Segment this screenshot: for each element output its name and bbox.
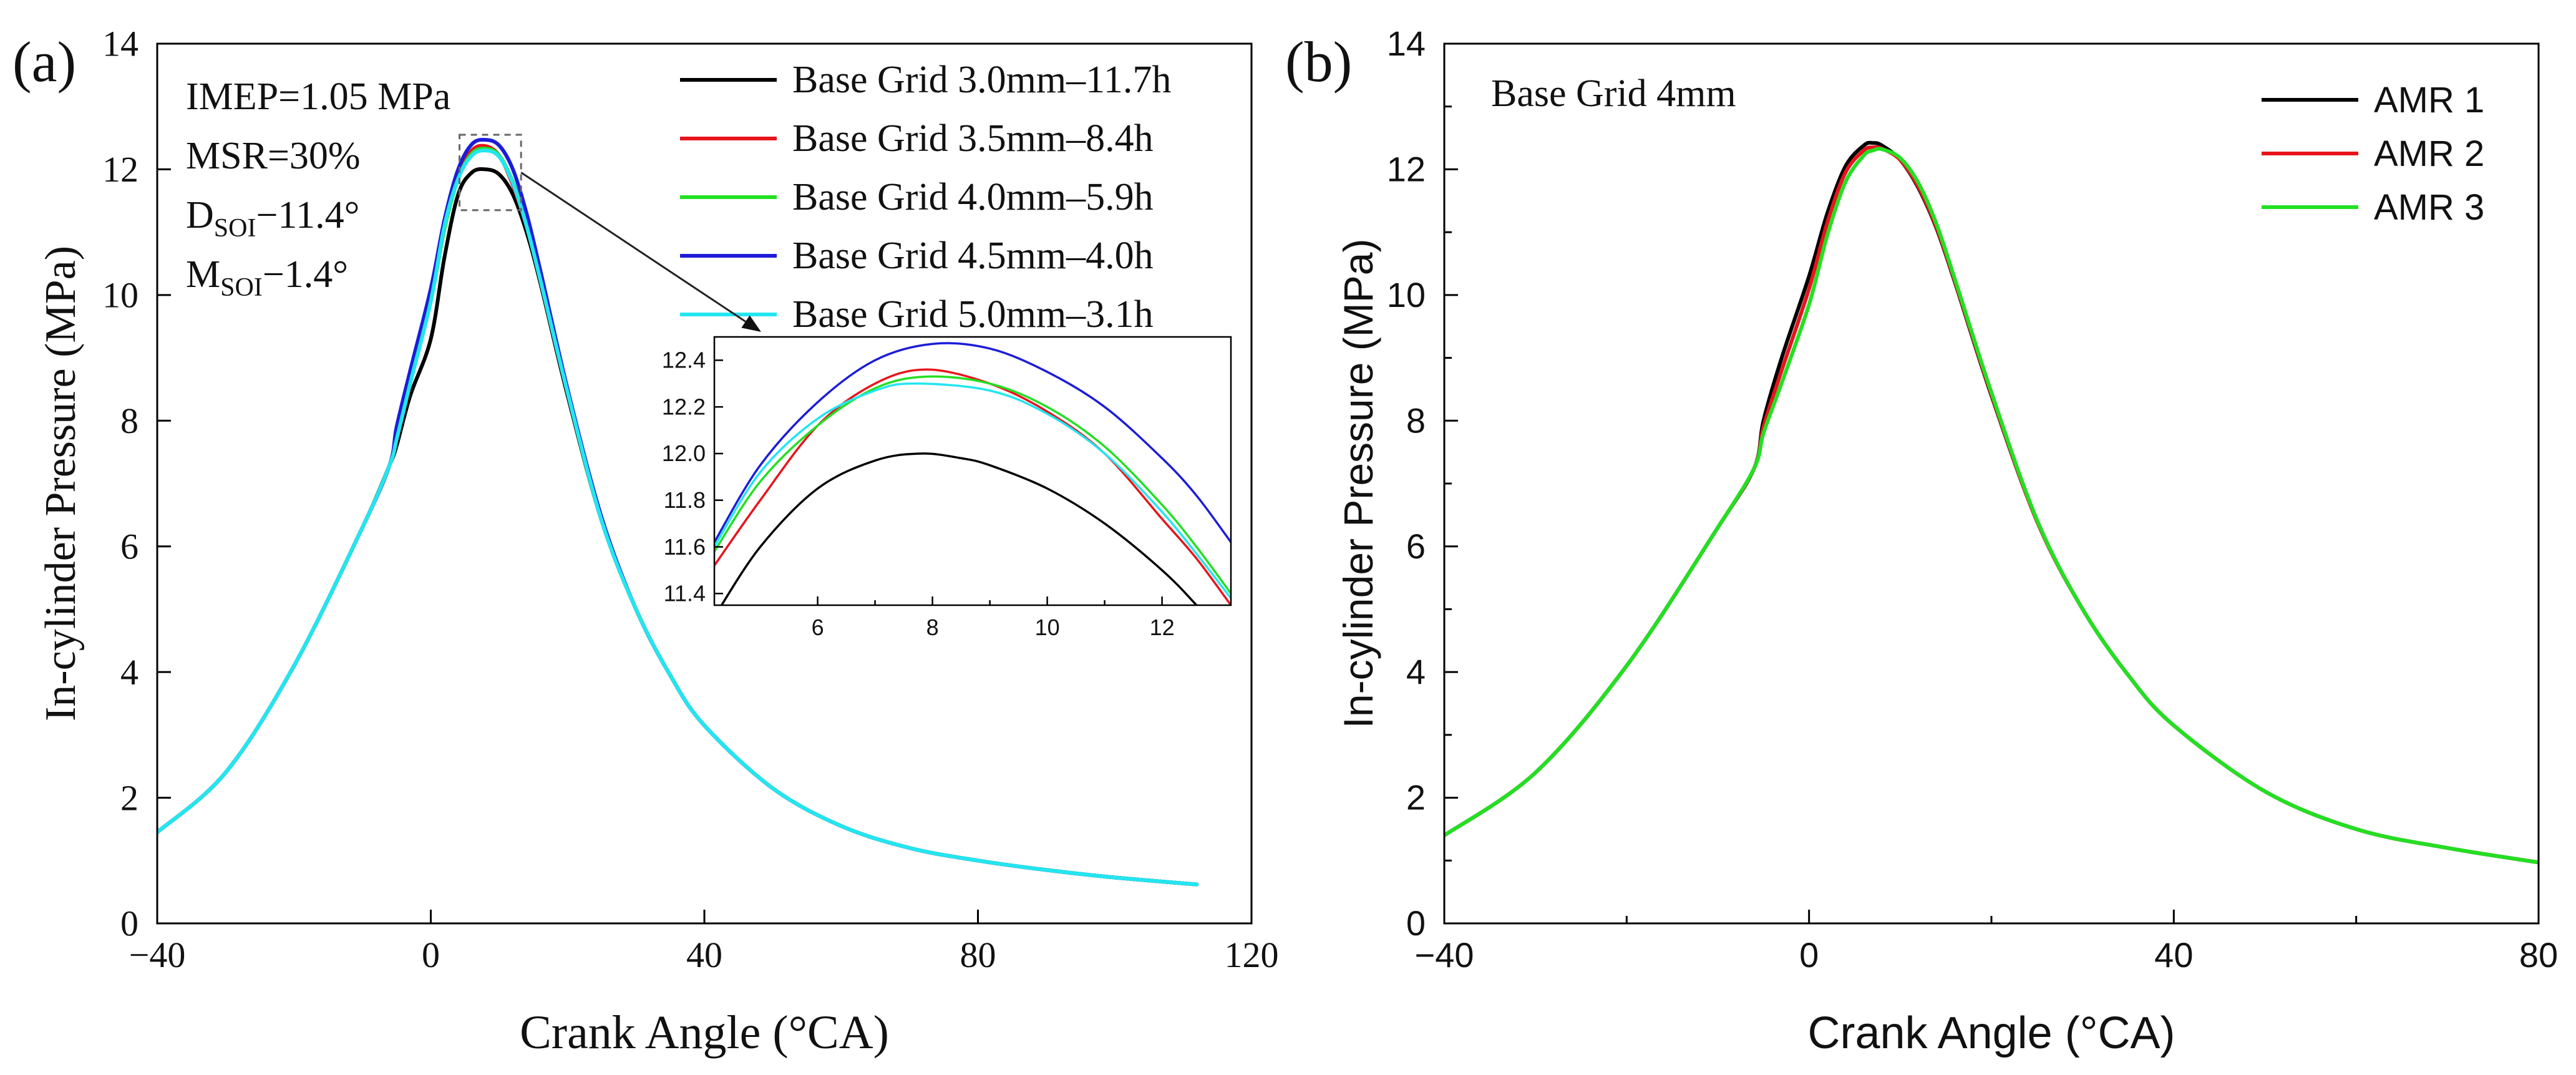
legend-a-label-4: Base Grid 4.5mm–4.0h [792,235,1154,277]
inset-x-tick-label: 10 [1035,615,1060,640]
panel-a-label: (a) [12,30,76,94]
panel-b-x-tick-label: 0 [1799,935,1819,975]
panel-b-series-line-2 [1444,145,2539,865]
panel-a-y-tick-label: 0 [120,903,139,944]
zoom-arrow-head [741,315,761,332]
inset-series-line-3 [714,375,1231,595]
panel-b-y-tick-label: 4 [1406,652,1426,691]
panel-a-x-axis: −40 0 40 80 120 [129,910,1279,975]
panel-a-x-axis-label: Crank Angle (°CA) [520,1006,889,1059]
msoi-subscript: SOI [220,273,263,302]
legend-a-label-3: Base Grid 4.0mm–5.9h [792,176,1154,218]
panel-a-y-tick-label: 2 [120,777,139,818]
panel-b-x-tick-label: 80 [2519,935,2558,975]
panel-a-curves [157,137,1199,887]
zoom-region-box [459,134,522,212]
inset-y-tick-label: 12.2 [662,394,706,419]
panel-b-x-axis-label: Crank Angle (°CA) [1807,1008,2175,1058]
inset-series-line-4 [714,342,1231,543]
panel-b-y-tick-label: 0 [1406,903,1426,943]
legend-a-label-2: Base Grid 3.5mm–8.4h [792,117,1154,160]
panel-a-y-tick-label: 4 [120,652,139,693]
inset-background [714,337,1231,605]
legend-b-label-3: AMR 3 [2374,187,2484,228]
dsoi-symbol: D [186,194,214,236]
msoi-value: −1.4° [263,253,348,296]
panel-b-x-tick-label: −40 [1415,935,1474,975]
inset-y-tick-label: 12.4 [662,348,706,373]
panel-b-series-line-1 [1444,140,2539,865]
panel-b-plot-frame [1443,42,2540,925]
panel-a-legend: Base Grid 3.0mm–11.7h Base Grid 3.5mm–8.4… [680,59,1171,336]
panel-a-x-tick-label: 80 [960,935,996,975]
panel-a-x-tick-label: −40 [129,935,186,975]
inset-y-tick-label: 12.0 [662,440,706,466]
inset-x-axis: 6 8 10 12 [812,596,1175,640]
inset-y-axis: 11.4 11.6 11.8 12.0 12.2 12.4 [662,348,723,606]
panel-a-y-tick-label: 12 [102,149,139,190]
panel-b-y-tick-label: 12 [1387,149,1426,188]
inset-x-tick-label: 6 [812,615,824,640]
annotation-imep: IMEP=1.05 MPa [186,75,450,118]
panel-b-y-tick-label: 10 [1387,275,1426,314]
dsoi-value: −11.4° [256,194,359,236]
inset-series-line-1 [720,452,1198,605]
panel-a-y-axis: 0 2 4 6 8 10 12 14 [102,24,171,944]
panel-b-y-tick-label: 8 [1406,401,1426,440]
panel-b-series-line-3 [1444,147,2539,865]
annotation-base-grid: Base Grid 4mm [1491,72,1736,115]
inset-x-tick-label: 12 [1150,615,1175,640]
panel-b-x-tick-label: 40 [2154,935,2193,975]
inset-frame [713,336,1232,606]
dsoi-subscript: SOI [214,214,256,243]
msoi-symbol: M [186,253,220,296]
inset-y-tick-label: 11.8 [664,487,706,513]
panel-a-x-tick-label: 40 [686,935,722,975]
annotation-dsoi: DSOI−11.4° [186,194,359,243]
legend-b-label-2: AMR 2 [2374,134,2484,174]
inset-curves [714,342,1231,605]
panel-b-x-axis: −40 0 40 80 [1415,910,2558,975]
panel-a-y-axis-label: In-cylinder Pressure (MPa) [37,246,85,721]
panel-a-y-tick-label: 14 [102,24,139,64]
inset-y-tick-label: 11.4 [664,581,706,606]
panel-b-y-tick-label: 2 [1406,778,1426,817]
panel-b-y-axis-label: In-cylinder Pressure (MPa) [1335,239,1381,729]
legend-b-label-1: AMR 1 [2374,80,2484,120]
legend-a-label-1: Base Grid 3.0mm–11.7h [792,59,1171,101]
panel-a-y-tick-label: 8 [120,401,139,441]
panel-b-y-tick-label: 6 [1406,527,1426,566]
panel-b-curves [1444,140,2539,865]
panel-b-y-tick-label: 14 [1387,24,1426,63]
panel-b-legend: AMR 1 AMR 2 AMR 3 [2262,80,2484,228]
annotation-msoi: MSOI−1.4° [186,253,348,302]
panel-a-x-tick-label: 0 [422,935,440,975]
zoom-arrow [520,172,746,323]
inset-chart: 6 8 10 12 11.4 11.6 11.8 12.0 12.2 12.4 [662,336,1232,640]
panel-b-label: (b) [1285,30,1352,94]
panel-a-x-tick-label: 120 [1225,935,1279,975]
legend-a-label-5: Base Grid 5.0mm–3.1h [792,293,1154,336]
annotation-msr: MSR=30% [186,135,361,177]
inset-y-tick-label: 11.6 [664,534,706,560]
inset-series-line-5 [714,382,1231,600]
inset-x-tick-label: 8 [926,615,939,640]
panel-a-series-line-5 [157,148,1199,887]
panel-a-y-tick-label: 6 [120,526,139,567]
panel-a-y-tick-label: 10 [102,275,139,316]
panel-b-y-axis: 0 2 4 6 8 10 12 14 [1387,24,1458,943]
